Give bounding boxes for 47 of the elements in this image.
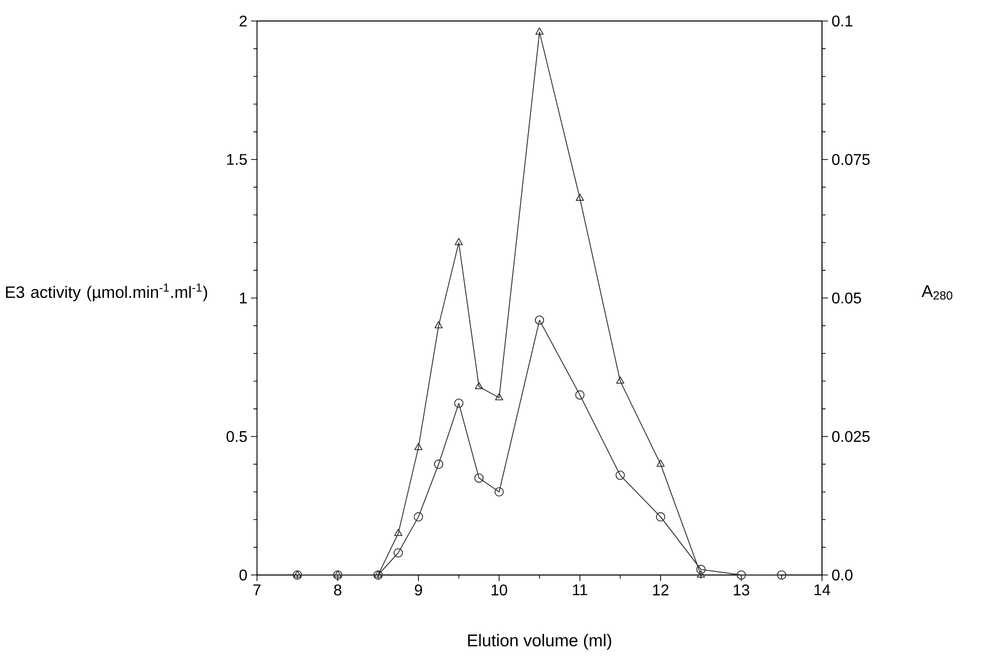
x-axis-title: Elution volume (ml) [468, 634, 612, 650]
y-tick-label: 1 [240, 292, 247, 304]
point [394, 548, 403, 558]
y-tick-label: 0.5 [226, 431, 247, 442]
y-axis-title: E3 activity (µmol.min$^{-1}$.ml$^{-1}$) [6, 284, 208, 302]
point [535, 27, 544, 35]
point [333, 570, 342, 580]
x-tick-label: 11 [573, 584, 588, 596]
point [696, 564, 706, 574]
y2-tick-label: 0.05 [832, 292, 862, 304]
x-tick-label: 12 [653, 584, 668, 596]
point [414, 512, 424, 522]
point [394, 528, 402, 536]
y-tick-label: 0 [239, 570, 247, 580]
point [616, 470, 625, 480]
point [474, 382, 484, 390]
point [576, 194, 584, 201]
point [434, 321, 443, 328]
y2-tick-label: 0.0 [832, 570, 852, 580]
y2-tick-label: 0.1 [832, 16, 852, 26]
point [534, 316, 544, 325]
x-tick-label: 14 [814, 584, 830, 596]
x-tick-label: 13 [734, 584, 750, 596]
x-tick-label: 8 [334, 584, 342, 596]
point [696, 570, 706, 578]
x-tick-label: 10 [492, 584, 508, 596]
point [334, 570, 342, 578]
x-tick-label: 7 [253, 584, 261, 596]
point [474, 473, 484, 483]
point [777, 570, 786, 580]
point [656, 512, 666, 522]
point [575, 390, 585, 400]
y-tick-label: 1.5 [227, 154, 247, 165]
point [656, 460, 665, 467]
y2-tick-label: 0.025 [832, 431, 870, 442]
x-tick-label: 9 [414, 584, 422, 596]
point [454, 238, 463, 246]
point [494, 487, 504, 497]
y-tick-label: 2 [240, 16, 247, 26]
point [454, 398, 464, 408]
point [616, 376, 624, 384]
point [434, 460, 444, 469]
point [736, 570, 746, 580]
y2-tick-label: 0.075 [832, 154, 870, 165]
y2-axis-title: A$_{280}$ [922, 285, 952, 300]
point [495, 393, 504, 400]
point [414, 442, 423, 450]
